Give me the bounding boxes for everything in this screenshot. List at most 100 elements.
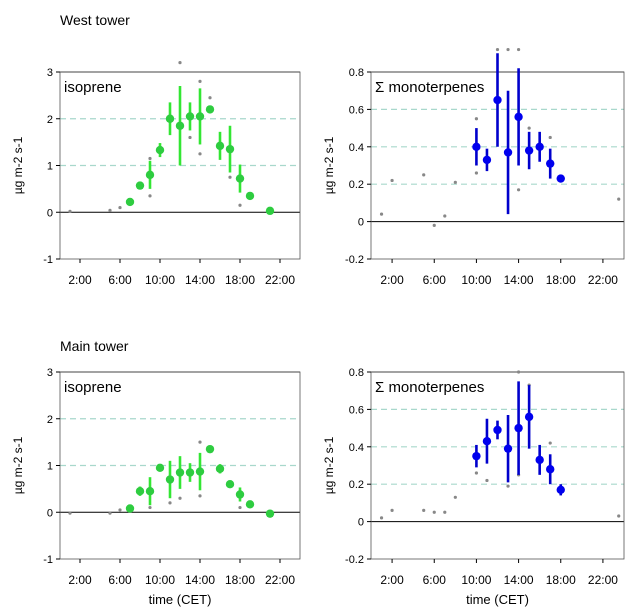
- extreme-point: [148, 194, 152, 198]
- extreme-point: [208, 96, 212, 100]
- data-point: [524, 412, 534, 422]
- x-tick-label: 22:00: [588, 273, 618, 287]
- x-tick-label: 10:00: [145, 573, 175, 587]
- data-point: [235, 490, 245, 499]
- y-tick-label: 3: [47, 67, 53, 79]
- data-point: [225, 480, 235, 489]
- plot-frame: [370, 371, 625, 560]
- y-axis-label: µg m-2 s-1: [11, 436, 25, 494]
- data-point: [135, 487, 145, 496]
- x-tick-label: 14:00: [504, 273, 534, 287]
- y-tick-label: 0: [47, 207, 53, 219]
- data-point: [556, 174, 565, 183]
- data-point: [175, 468, 185, 477]
- x-tick-label: 14:00: [185, 573, 215, 587]
- extreme-point: [506, 47, 510, 52]
- data-point: [215, 464, 225, 473]
- panel-title: isoprene: [64, 79, 122, 96]
- data-point: [135, 181, 145, 190]
- extreme-point: [390, 508, 394, 512]
- x-tick-label: 2:00: [380, 573, 404, 587]
- extreme-point: [422, 508, 426, 512]
- data-point: [265, 206, 275, 216]
- extreme-point: [198, 79, 202, 83]
- y-tick-label: 0: [358, 217, 364, 229]
- x-tick-label: 18:00: [546, 273, 576, 287]
- extreme-point: [118, 205, 122, 210]
- x-tick-label: 14:00: [504, 573, 534, 587]
- y-tick-label: 2: [47, 414, 53, 426]
- x-tick-label: 14:00: [185, 273, 215, 287]
- extreme-point: [228, 175, 232, 179]
- data-point: [195, 467, 205, 476]
- data-point: [546, 159, 555, 168]
- data-point: [503, 148, 513, 157]
- data-point: [472, 451, 481, 461]
- y-tick-label: 0: [358, 517, 364, 529]
- data-point: [145, 170, 155, 180]
- data-point: [125, 197, 135, 207]
- y-axis-label: µg m-2 s-1: [11, 136, 25, 194]
- main-monoterpenes-panel: -0.2 0 0.2 0.4 0.6 0.8 2:00 6:00 10:00 14:00 18:00…: [322, 367, 625, 607]
- y-tick-label: 1: [47, 461, 53, 473]
- extreme-point: [474, 117, 479, 121]
- x-tick-label: 18:00: [225, 573, 255, 587]
- extreme-point: [432, 223, 436, 227]
- y-tick-label: 0: [47, 507, 53, 519]
- data-point: [205, 444, 215, 454]
- extreme-point: [506, 484, 510, 488]
- x-tick-label: 2:00: [68, 573, 92, 587]
- x-tick-label: 6:00: [108, 273, 132, 287]
- x-tick-label: 22:00: [265, 573, 295, 587]
- extreme-point: [168, 501, 172, 505]
- y-tick-label: 1: [47, 161, 53, 173]
- x-tick-label: 10:00: [461, 273, 491, 287]
- extreme-point: [495, 47, 500, 52]
- west-isoprene-panel: -1 0 1 2 3 2:00 6:00 10:00 14:00 18:00 22:00 µg m-2…: [11, 61, 301, 287]
- x-tick-label: 10:00: [461, 573, 491, 587]
- panel-title: Σ monoterpenes: [375, 379, 484, 396]
- extreme-point: [379, 516, 384, 520]
- extreme-point: [474, 471, 479, 475]
- data-point: [514, 423, 523, 433]
- extreme-point: [617, 514, 621, 518]
- extreme-point: [108, 511, 112, 515]
- main-tower-title: Main tower: [60, 338, 129, 354]
- data-point: [265, 509, 275, 518]
- data-point: [205, 105, 215, 114]
- y-tick-label: 0.2: [349, 179, 364, 191]
- data-point: [215, 141, 225, 151]
- y-tick-label: 0.4: [349, 442, 364, 454]
- data-point: [185, 112, 195, 121]
- west-monoterpenes-panel: -0.2 0 0.2 0.4 0.6 0.8 2:00 6:00 10:00 14:00 18:00…: [322, 47, 625, 287]
- x-axis-label: time (CET): [466, 592, 529, 607]
- data-point: [175, 121, 185, 130]
- data-point: [482, 436, 492, 446]
- x-tick-label: 6:00: [423, 273, 447, 287]
- x-tick-label: 6:00: [423, 573, 447, 587]
- y-tick-label: 0.6: [349, 104, 364, 116]
- extreme-point: [516, 47, 521, 52]
- data-point: [503, 444, 513, 453]
- x-tick-label: 2:00: [380, 273, 404, 287]
- extreme-point: [238, 505, 242, 510]
- y-tick-label: 0.8: [349, 67, 364, 79]
- y-tick-label: 0.8: [349, 367, 364, 379]
- extreme-point: [485, 478, 489, 483]
- extreme-point: [188, 135, 192, 140]
- extreme-point: [548, 135, 552, 140]
- extreme-point: [178, 61, 182, 65]
- extreme-point: [198, 440, 202, 444]
- x-tick-label: 22:00: [265, 273, 295, 287]
- data-point: [514, 112, 523, 122]
- y-tick-label: -0.2: [345, 254, 364, 266]
- y-axis-label: µg m-2 s-1: [322, 136, 336, 194]
- extreme-point: [453, 180, 457, 184]
- extreme-point: [527, 126, 531, 130]
- extreme-point: [108, 208, 112, 212]
- x-tick-label: 2:00: [68, 273, 92, 287]
- data-point: [155, 463, 165, 473]
- data-point: [195, 112, 205, 121]
- x-axis-label: time (CET): [149, 592, 212, 607]
